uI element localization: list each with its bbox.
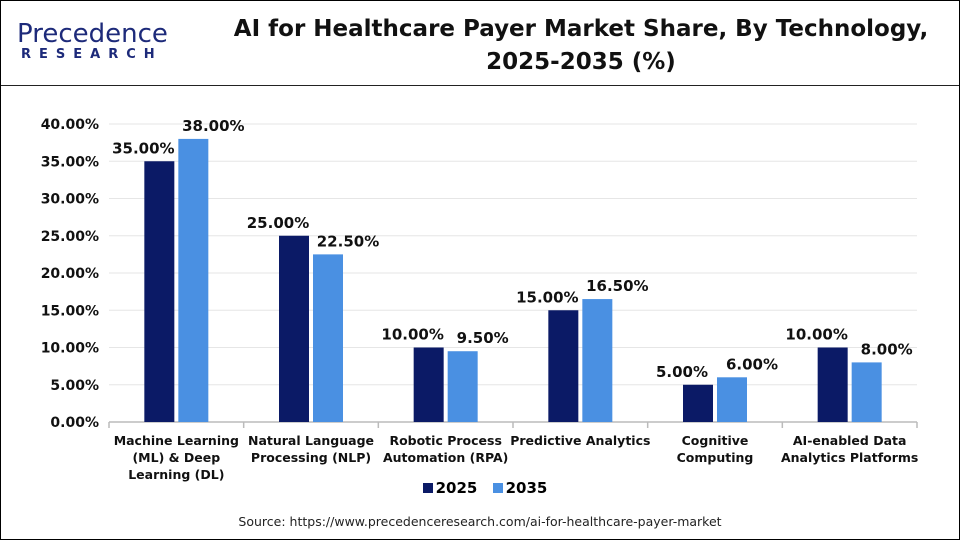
x-category-label: Robotic Process (389, 433, 501, 448)
x-category-label: Machine Learning (114, 433, 239, 448)
bar-2035 (447, 351, 478, 422)
y-tick-label: 20.00% (41, 266, 99, 282)
bar-2035 (717, 377, 747, 422)
bar-2035 (851, 362, 882, 422)
bar-2025 (413, 347, 444, 422)
legend-label-2035: 2035 (505, 479, 548, 497)
y-tick-label: 40.00% (41, 117, 99, 133)
bar-2025 (683, 384, 713, 422)
data-label-2035: 9.50% (457, 329, 509, 347)
x-category-label: Learning (DL) (128, 467, 224, 482)
header: Precedence RESEARCH AI for Healthcare Pa… (1, 1, 959, 86)
x-category-label: Automation (RPA) (383, 450, 508, 465)
y-tick-label: 0.00% (50, 415, 99, 431)
bar-2025 (817, 347, 848, 422)
data-label-2025: 25.00% (247, 214, 309, 232)
x-category-label: (ML) & Deep (132, 450, 220, 465)
y-tick-label: 15.00% (41, 303, 99, 319)
data-label-2035: 16.50% (586, 277, 648, 295)
x-category-label: AI-enabled Data (793, 433, 907, 448)
x-category-label: Processing (NLP) (251, 450, 371, 465)
y-tick-label: 10.00% (41, 341, 99, 357)
title-line-1: AI for Healthcare Payer Market Share, By… (233, 16, 929, 42)
bar-2025 (279, 235, 309, 422)
bar-2025 (548, 310, 579, 422)
y-tick-label: 5.00% (50, 378, 99, 394)
data-label-2025: 10.00% (785, 326, 847, 344)
data-label-2035: 38.00% (182, 117, 244, 135)
logo-wordmark: Precedence (17, 19, 168, 49)
x-category-label: Computing (677, 450, 754, 465)
data-label-2025: 35.00% (112, 139, 174, 157)
legend-label-2025: 2025 (435, 479, 478, 497)
bar-2035 (313, 254, 343, 422)
data-label-2025: 10.00% (381, 326, 443, 344)
x-category-label: Cognitive (682, 433, 749, 448)
chart-title: AI for Healthcare Payer Market Share, By… (231, 13, 931, 79)
legend-swatch-2025 (422, 483, 433, 493)
bar-2035 (178, 138, 209, 422)
x-category-label: Analytics Platforms (781, 450, 918, 465)
data-label-2035: 6.00% (726, 355, 778, 373)
y-tick-label: 25.00% (41, 229, 99, 245)
x-category-label: Natural Language (248, 433, 374, 448)
data-label-2035: 8.00% (861, 340, 913, 358)
data-label-2035: 22.50% (317, 232, 379, 250)
data-label-2025: 15.00% (516, 288, 578, 306)
legend: 2025 2035 (1, 479, 959, 497)
x-category-label: Predictive Analytics (510, 433, 650, 448)
bar-2035 (582, 299, 613, 422)
legend-swatch-2035 (492, 483, 503, 493)
y-tick-label: 35.00% (41, 154, 99, 170)
source-note: Source: https://www.precedenceresearch.c… (238, 514, 722, 529)
logo-subtitle: RESEARCH (21, 47, 163, 62)
logo: Precedence RESEARCH (17, 21, 168, 62)
title-line-2: 2025-2035 (%) (486, 49, 676, 75)
data-label-2025: 5.00% (656, 363, 708, 381)
y-tick-label: 30.00% (41, 192, 99, 208)
bar-2025 (144, 161, 175, 422)
